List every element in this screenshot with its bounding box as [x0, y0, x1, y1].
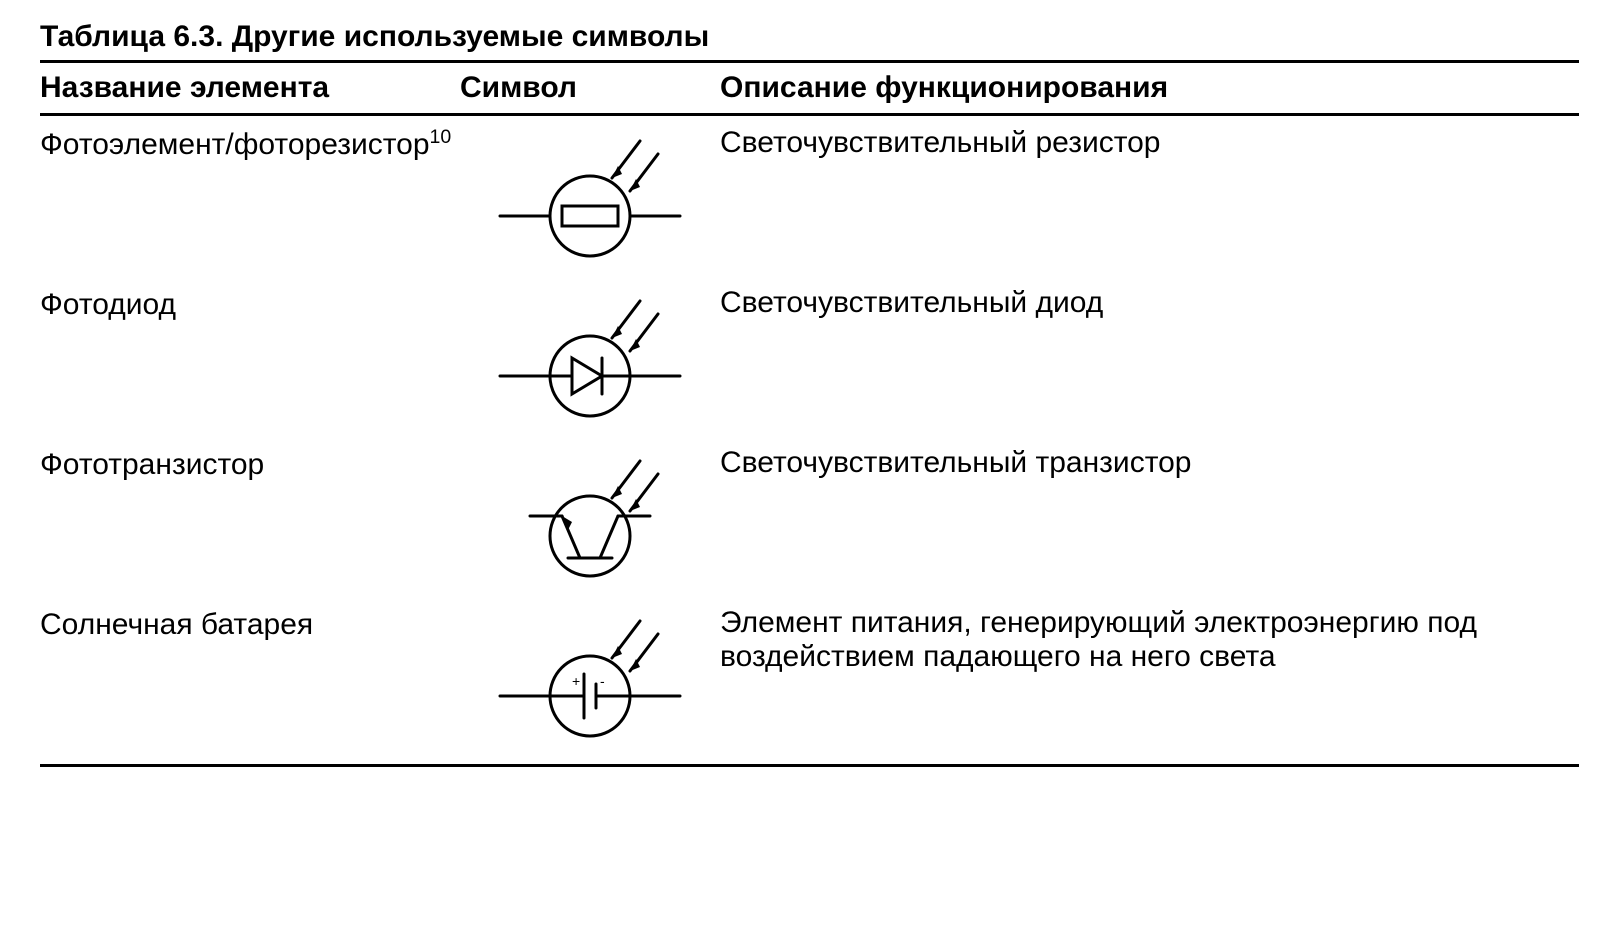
phototransistor-icon	[490, 446, 690, 586]
col-header-symbol: Символ	[460, 62, 720, 115]
element-name: Фотодиод	[40, 288, 176, 321]
photoresistor-icon	[490, 126, 690, 266]
cell-symbol	[460, 276, 720, 436]
table-row: Фототранзистор	[40, 436, 1579, 596]
cell-symbol: + -	[460, 596, 720, 766]
table-header-row: Название элемента Символ Описание функци…	[40, 62, 1579, 115]
cell-desc: Светочувствительный резистор	[720, 115, 1579, 277]
element-name-sup: 10	[430, 126, 452, 148]
cell-name: Фототранзистор	[40, 436, 460, 596]
element-name: Фототранзистор	[40, 448, 264, 481]
cell-desc: Светочувствительный диод	[720, 276, 1579, 436]
cell-symbol	[460, 436, 720, 596]
table-row: Фотоэлемент/фоторезистор10	[40, 115, 1579, 277]
cell-symbol	[460, 115, 720, 277]
element-name: Фотоэлемент/фоторезистор	[40, 128, 430, 161]
table-row: Фотодиод	[40, 276, 1579, 436]
svg-text:+: +	[572, 673, 580, 689]
table-caption: Таблица 6.3. Другие используемые символы	[40, 20, 1579, 54]
symbols-table: Название элемента Символ Описание функци…	[40, 60, 1579, 767]
col-header-desc: Описание функционирования	[720, 62, 1579, 115]
col-header-name: Название элемента	[40, 62, 460, 115]
photodiode-icon	[490, 286, 690, 426]
cell-name: Фотоэлемент/фоторезистор10	[40, 115, 460, 277]
table-row: Солнечная батарея	[40, 596, 1579, 766]
cell-name: Солнечная батарея	[40, 596, 460, 766]
element-name: Солнечная батарея	[40, 608, 313, 641]
solar-cell-icon: + -	[490, 606, 690, 746]
page: Таблица 6.3. Другие используемые символы…	[0, 0, 1619, 930]
svg-text:-: -	[600, 673, 605, 689]
cell-desc: Элемент питания, генерирующий электроэне…	[720, 596, 1579, 766]
cell-desc: Светочувствительный транзистор	[720, 436, 1579, 596]
cell-name: Фотодиод	[40, 276, 460, 436]
